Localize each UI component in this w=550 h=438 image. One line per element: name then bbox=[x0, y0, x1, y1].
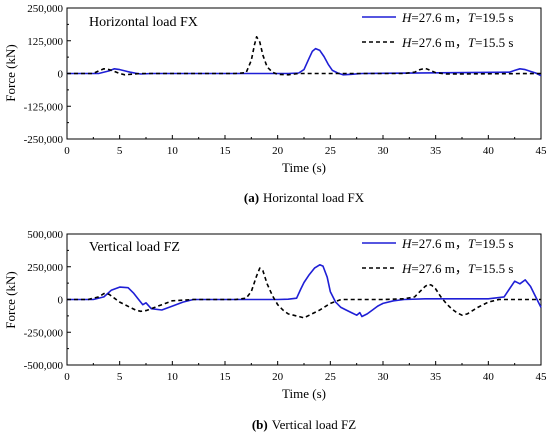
caption-text: Vertical load FZ bbox=[272, 417, 357, 432]
chart-b-series-layer bbox=[67, 263, 542, 319]
legend-variable: H bbox=[401, 261, 412, 276]
legend-value: =27.6 m， bbox=[411, 35, 467, 50]
x-tick-label: 0 bbox=[64, 371, 70, 383]
legend-value: =27.6 m， bbox=[411, 236, 467, 251]
series-line-2 bbox=[67, 35, 542, 76]
chart-b-xlabel: Time (s) bbox=[282, 386, 326, 401]
chart-b-caption: (b) Vertical load FZ bbox=[252, 417, 356, 432]
chart-b: 0 5 10 15 20 25 30 35 40 45 -500,000 -250,000 0 250,0… bbox=[3, 229, 547, 432]
chart-a-xlabel: Time (s) bbox=[282, 160, 326, 175]
legend-value: =27.6 m， bbox=[411, 10, 467, 25]
y-tick-label: -125,000 bbox=[24, 101, 64, 113]
legend-variable: T bbox=[468, 236, 476, 251]
x-tick-label: 0 bbox=[64, 145, 70, 157]
x-tick-label: 10 bbox=[167, 145, 179, 157]
y-tick-label: 0 bbox=[58, 69, 64, 81]
y-tick-label: 125,000 bbox=[27, 36, 63, 48]
chart-b-axes: 0 5 10 15 20 25 30 35 40 45 -500,000 -250,000 0 250,0… bbox=[24, 229, 547, 383]
legend-value: =19.5 s bbox=[475, 10, 513, 25]
chart-a-title: Horizontal load FX bbox=[89, 15, 198, 30]
y-tick-label: 250,000 bbox=[27, 3, 63, 15]
x-tick-label: 45 bbox=[536, 145, 548, 157]
chart-a-ylabel: Force (kN) bbox=[3, 44, 18, 101]
series-line-2 bbox=[67, 267, 541, 319]
y-tick-label: -500,000 bbox=[24, 360, 64, 372]
series-line-1 bbox=[67, 47, 542, 77]
x-tick-label: 15 bbox=[220, 371, 232, 383]
x-tick-label: 45 bbox=[536, 371, 548, 383]
legend-variable: T bbox=[468, 10, 476, 25]
x-tick-label: 35 bbox=[430, 145, 442, 157]
y-tick-label: 500,000 bbox=[27, 229, 63, 241]
y-tick-label: 250,000 bbox=[27, 262, 63, 274]
x-tick-label: 40 bbox=[483, 145, 495, 157]
y-tick-label: 0 bbox=[58, 295, 64, 307]
legend-value: =19.5 s bbox=[475, 236, 513, 251]
x-tick-label: 10 bbox=[167, 371, 179, 383]
legend-value: =15.5 s bbox=[475, 35, 513, 50]
chart-a: 0 5 10 15 20 25 30 35 40 45 -250,000 -125,000 0 125,0… bbox=[3, 3, 547, 205]
legend-variable: H bbox=[401, 236, 412, 251]
chart-b-title: Vertical load FZ bbox=[89, 240, 180, 255]
caption-letter: (b) bbox=[252, 417, 268, 432]
x-tick-label: 15 bbox=[220, 145, 232, 157]
caption-text: Horizontal load FX bbox=[263, 190, 365, 205]
legend-entry-1: H=27.6 m，T=19.5 s bbox=[401, 236, 513, 251]
x-tick-label: 35 bbox=[430, 371, 442, 383]
legend-value: =27.6 m， bbox=[411, 261, 467, 276]
chart-b-ylabel: Force (kN) bbox=[3, 271, 18, 328]
chart-a-legend: H=27.6 m，T=19.5 sH=27.6 m，T=15.5 s bbox=[362, 10, 513, 50]
chart-a-axes: 0 5 10 15 20 25 30 35 40 45 -250,000 -125,000 0 125,0… bbox=[24, 3, 547, 157]
x-tick-label: 40 bbox=[483, 371, 495, 383]
legend-variable: T bbox=[468, 261, 476, 276]
legend-entry-1: H=27.6 m，T=19.5 s bbox=[401, 10, 513, 25]
x-tick-label: 5 bbox=[117, 145, 123, 157]
x-tick-label: 20 bbox=[272, 371, 284, 383]
legend-entry-2: H=27.6 m，T=15.5 s bbox=[401, 261, 513, 276]
legend-variable: T bbox=[468, 35, 476, 50]
x-tick-label: 5 bbox=[117, 371, 123, 383]
x-tick-label: 30 bbox=[378, 371, 390, 383]
x-tick-label: 25 bbox=[325, 371, 337, 383]
y-tick-label: -250,000 bbox=[24, 134, 64, 146]
chart-a-caption: (a) Horizontal load FX bbox=[244, 190, 365, 205]
x-tick-label: 20 bbox=[272, 145, 284, 157]
legend-variable: H bbox=[401, 35, 412, 50]
caption-letter: (a) bbox=[244, 190, 259, 205]
x-tick-label: 30 bbox=[378, 145, 390, 157]
legend-variable: H bbox=[401, 10, 412, 25]
chart-b-legend: H=27.6 m，T=19.5 sH=27.6 m，T=15.5 s bbox=[362, 236, 513, 276]
chart-a-series-layer bbox=[67, 35, 542, 77]
y-tick-label: -250,000 bbox=[24, 327, 64, 339]
series-line-1 bbox=[67, 263, 542, 318]
legend-entry-2: H=27.6 m，T=15.5 s bbox=[401, 35, 513, 50]
legend-value: =15.5 s bbox=[475, 261, 513, 276]
x-tick-label: 25 bbox=[325, 145, 337, 157]
